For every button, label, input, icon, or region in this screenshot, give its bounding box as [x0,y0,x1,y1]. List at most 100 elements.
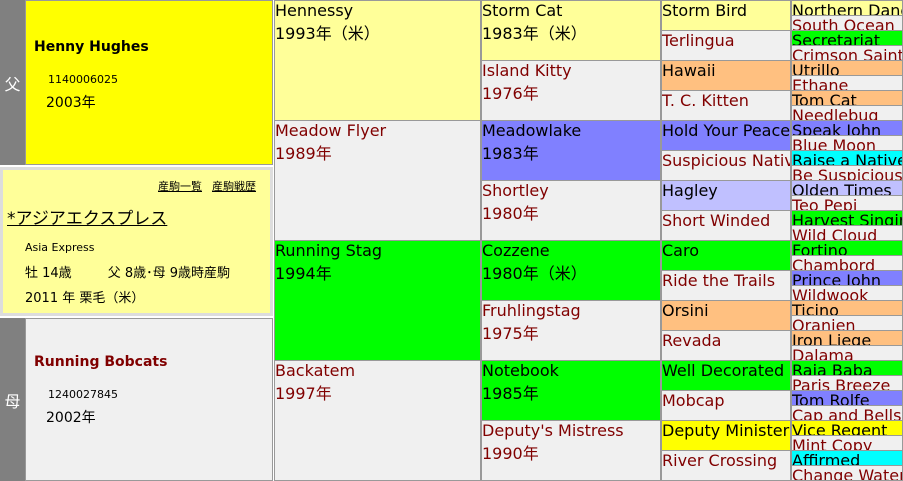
gen4-ancestor-cell: River Crossing [661,451,791,481]
ancestor-name[interactable]: T. C. Kitten [662,91,749,110]
gen5-ancestor-cell: Ticino [791,301,903,316]
gen2-ancestor-cell: Backatem 1997年 [274,361,481,481]
ancestor-name[interactable]: Hold Your Peace [662,121,791,140]
horse-name: *アジアエクスプレス [7,209,168,229]
ancestor-name[interactable]: Ethane [792,76,849,91]
ancestor-name[interactable]: Northern Dancer [792,1,902,16]
ancestor-name[interactable]: Orsini [662,301,709,320]
ancestor-name[interactable]: Island Kitty [482,61,572,80]
ancestor-name[interactable]: Raja Baba [792,361,873,376]
ancestor-name[interactable]: Hennessy [275,1,354,20]
ancestor-year: 1993年（米） [275,24,380,43]
gen3-ancestor-cell: Meadowlake 1983年 [481,121,661,181]
ancestor-name[interactable]: South Ocean [792,16,895,31]
gen5-ancestor-cell: Speak John [791,121,903,136]
ancestor-name[interactable]: Ticino [792,301,839,316]
ancestor-name[interactable]: Speak John [792,121,882,136]
ancestor-name[interactable]: Tom Cat [792,91,857,106]
gen4-ancestor-cell: Caro [661,241,791,271]
dam-name[interactable]: Running Bobcats [34,354,168,370]
ancestor-name[interactable]: Fruhlingstag [482,301,581,320]
ancestor-name[interactable]: Mobcap [662,391,725,410]
ancestor-name[interactable]: River Crossing [662,451,778,470]
offspring-list-link[interactable]: 産駒一覧 [158,180,202,193]
ancestor-name[interactable]: Meadowlake [482,121,582,140]
ancestor-name[interactable]: Ride the Trails [662,271,776,290]
ancestor-name[interactable]: Needlebug [792,106,879,121]
ancestor-name[interactable]: Deputy Minister [662,421,790,440]
gen5-ancestor-cell: Affirmed [791,451,903,466]
ancestor-name[interactable]: Cozzene [482,241,550,260]
ancestor-name[interactable]: Tom Rolfe [792,391,870,406]
ancestor-name[interactable]: Storm Cat [482,1,563,20]
ancestor-name[interactable]: Hagley [662,181,718,200]
ancestor-name[interactable]: Be Suspicious [792,166,903,181]
ancestor-name[interactable]: Teo Pepi [792,196,858,211]
ancestor-name[interactable]: Suspicious Native [662,151,791,170]
ancestor-name[interactable]: Dalama [792,346,854,361]
ancestor-name[interactable]: Fortino [792,241,848,256]
gen4-ancestor-cell: T. C. Kitten [661,91,791,121]
ancestor-name[interactable]: Well Decorated [662,361,785,380]
gen4-ancestor-cell: Hagley [661,181,791,211]
offspring-record-link[interactable]: 産駒戦歴 [212,180,256,193]
ancestor-name[interactable]: Cap and Bells [792,406,902,421]
gen5-ancestor-cell: Raja Baba [791,361,903,376]
gen5-ancestor-cell: Cap and Bells [791,406,903,421]
gen5-ancestor-cell: Paris Breeze [791,376,903,391]
ancestor-name[interactable]: Utrillo [792,61,840,76]
ancestor-year: 1976年 [482,84,539,103]
ancestor-name[interactable]: Terlingua [662,31,735,50]
ancestor-name[interactable]: Wild Cloud [792,226,878,241]
ancestor-name[interactable]: Harvest Singing [792,211,902,226]
gen5-ancestor-cell: Dalama [791,346,903,361]
ancestor-name[interactable]: Raise a Native [792,151,903,166]
ancestor-name[interactable]: Secretariat [792,31,881,46]
sire-reg: 1140006025 [48,73,118,86]
gen5-ancestor-cell: Teo Pepi [791,196,903,211]
ancestor-year: 1975年 [482,324,539,343]
ancestor-name[interactable]: Caro [662,241,699,260]
dam-label: 母 [0,318,25,481]
ancestor-name[interactable]: Wildwook [792,286,869,301]
ancestor-name[interactable]: Deputy's Mistress [482,421,624,440]
ancestor-name[interactable]: Shortley [482,181,549,200]
ancestor-name[interactable]: Prince John [792,271,882,286]
ancestor-name[interactable]: Vice Regent [792,421,888,436]
gen3-ancestor-cell: Storm Cat 1983年（米） [481,1,661,61]
ancestor-name[interactable]: Revada [662,331,722,350]
gen5-ancestor-cell: Wild Cloud [791,226,903,241]
ancestor-name[interactable]: Storm Bird [662,1,748,20]
ancestor-name[interactable]: Short Winded [662,211,771,230]
ancestor-name[interactable]: Mint Copy [792,436,873,451]
ancestor-name[interactable]: Oranien [792,316,856,331]
gen5-ancestor-cell: Mint Copy [791,436,903,451]
gen3-ancestor-cell: Shortley 1980年 [481,181,661,241]
gen4-ancestor-cell: Revada [661,331,791,361]
ancestor-name[interactable]: Paris Breeze [792,376,891,391]
ancestor-name[interactable]: Meadow Flyer [275,121,387,140]
gen5-ancestor-cell: Prince John [791,271,903,286]
ancestor-name[interactable]: Olden Times [792,181,892,196]
dam-reg: 1240027845 [48,388,118,401]
gen4-ancestor-cell: Well Decorated [661,361,791,391]
parent-age: 父 8歳･母 9歳時産駒 [107,266,230,281]
pedigree-grid: Hennessy 1993年（米） Meadow Flyer 1989年 Running… [274,0,903,481]
ancestor-year: 1983年 [482,144,539,163]
ancestor-name[interactable]: Running Stag [275,241,383,260]
ancestor-name[interactable]: Change Water [792,466,903,481]
gen5-ancestor-cell: Vice Regent [791,421,903,436]
ancestor-name[interactable]: Crimson Saint [792,46,903,61]
gen5-ancestor-cell: Utrillo [791,61,903,76]
ancestor-name[interactable]: Backatem [275,361,356,380]
sire-name[interactable]: Henny Hughes [34,39,149,55]
gen4-ancestor-cell: Suspicious Native [661,151,791,181]
gen5-ancestor-cell: Northern Dancer [791,1,903,16]
ancestor-name[interactable]: Hawaii [662,61,716,80]
ancestor-name[interactable]: Chambord [792,256,876,271]
ancestor-name[interactable]: Blue Moon [792,136,877,151]
ancestor-name[interactable]: Iron Liege [792,331,872,346]
ancestor-name[interactable]: Notebook [482,361,559,380]
gen4-ancestor-cell: Short Winded [661,211,791,241]
ancestor-name[interactable]: Affirmed [792,451,861,466]
